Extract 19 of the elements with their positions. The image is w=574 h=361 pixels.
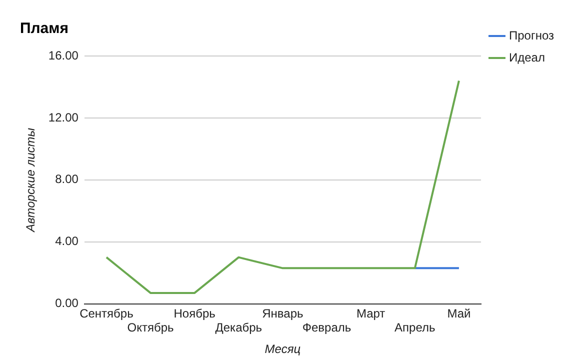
x-tick-label: Май bbox=[447, 306, 471, 320]
x-axis-title: Месяц bbox=[264, 342, 301, 356]
y-axis-title: Авторские листы bbox=[24, 128, 38, 233]
y-tick-label: 16.00 bbox=[48, 48, 79, 62]
x-tick-label: Сентябрь bbox=[80, 306, 134, 320]
y-tick-label: 0.00 bbox=[55, 296, 79, 310]
x-tick-label: Март bbox=[356, 306, 386, 320]
chart-title: Пламя bbox=[20, 20, 69, 38]
y-tick-label: 8.00 bbox=[55, 172, 79, 186]
x-tick-label: Октябрь bbox=[127, 320, 174, 335]
x-tick-label: Февраль bbox=[302, 320, 352, 335]
legend-label: Прогноз bbox=[508, 28, 554, 42]
x-tick-label: Апрель bbox=[394, 320, 436, 335]
x-tick-label: Декабрь bbox=[215, 320, 262, 335]
x-tick-label: Ноябрь bbox=[174, 306, 216, 320]
y-tick-label: 12.00 bbox=[48, 110, 79, 124]
y-tick-label: 4.00 bbox=[55, 234, 79, 248]
legend-label: Идеал bbox=[508, 50, 545, 64]
x-tick-label: Январь bbox=[262, 306, 304, 320]
